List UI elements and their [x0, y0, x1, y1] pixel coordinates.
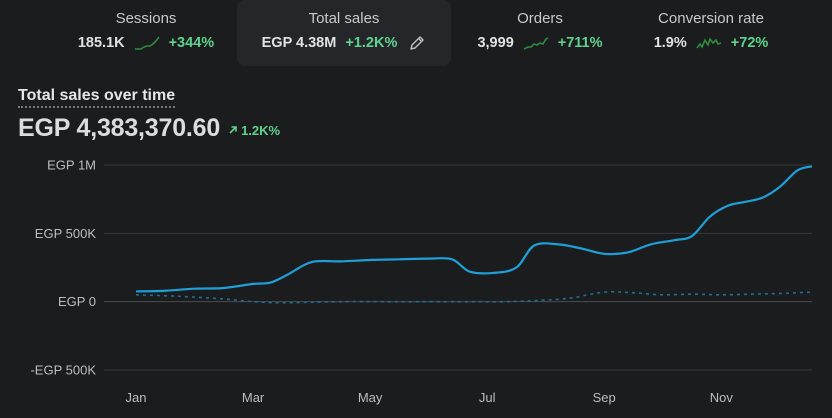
series-line-current	[135, 165, 813, 293]
metric-value: EGP 4.38M	[261, 35, 337, 51]
pencil-icon[interactable]	[408, 34, 426, 52]
sparkline-icon	[134, 36, 160, 50]
metric-change: +344%	[168, 35, 215, 51]
metric-orders[interactable]: Orders 3,999 +711%	[460, 0, 620, 66]
metric-change: +1.2K%	[345, 35, 398, 51]
arrow-up-right-icon	[229, 126, 237, 134]
chart-title[interactable]: Total sales over time	[18, 87, 176, 108]
y-tick-label: EGP 0	[58, 294, 96, 309]
chart-change: 1.2K%	[228, 123, 280, 138]
x-tick-label: Jan	[126, 390, 147, 405]
x-tick-label: Sep	[593, 390, 616, 405]
metric-label: Orders	[517, 10, 563, 27]
metric-value: 3,999	[477, 35, 514, 51]
metric-change: +711%	[557, 35, 603, 51]
x-tick-label: Nov	[710, 390, 734, 405]
metric-value: 1.9%	[653, 35, 687, 51]
chart-total-value: EGP 4,383,370.60	[18, 114, 221, 142]
x-tick-label: May	[358, 390, 383, 405]
metric-label: Sessions	[115, 10, 177, 27]
y-tick-label: -EGP 500K	[30, 363, 96, 378]
chart-change-value: 1.2K%	[241, 122, 281, 138]
y-tick-label: EGP 1M	[47, 158, 96, 173]
metric-conversion-rate[interactable]: Conversion rate 1.9% +72%	[630, 0, 792, 66]
x-tick-label: Mar	[242, 390, 265, 405]
sparkline-icon	[523, 37, 549, 50]
series-line-comparison	[135, 290, 813, 304]
metric-total-sales[interactable]: Total sales EGP 4.38M +1.2K%	[237, 0, 451, 66]
metric-change: +72%	[730, 35, 769, 51]
metric-sessions[interactable]: Sessions 185.1K +344%	[66, 0, 226, 66]
metric-label: Conversion rate	[658, 10, 764, 27]
metric-label: Total sales	[308, 10, 380, 27]
x-tick-label: Jul	[479, 390, 496, 405]
y-tick-label: EGP 500K	[35, 226, 97, 241]
metric-value: 185.1K	[77, 35, 125, 51]
metrics-bar: Sessions 185.1K +344% Total sales EGP 4.…	[0, 0, 832, 66]
chart-total-row: EGP 4,383,370.60 1.2K%	[18, 114, 280, 143]
sales-line-chart: EGP 1M EGP 500K EGP 0 -EGP 500K Jan Mar May Ju…	[30, 158, 813, 405]
sparkline-icon	[696, 37, 722, 49]
